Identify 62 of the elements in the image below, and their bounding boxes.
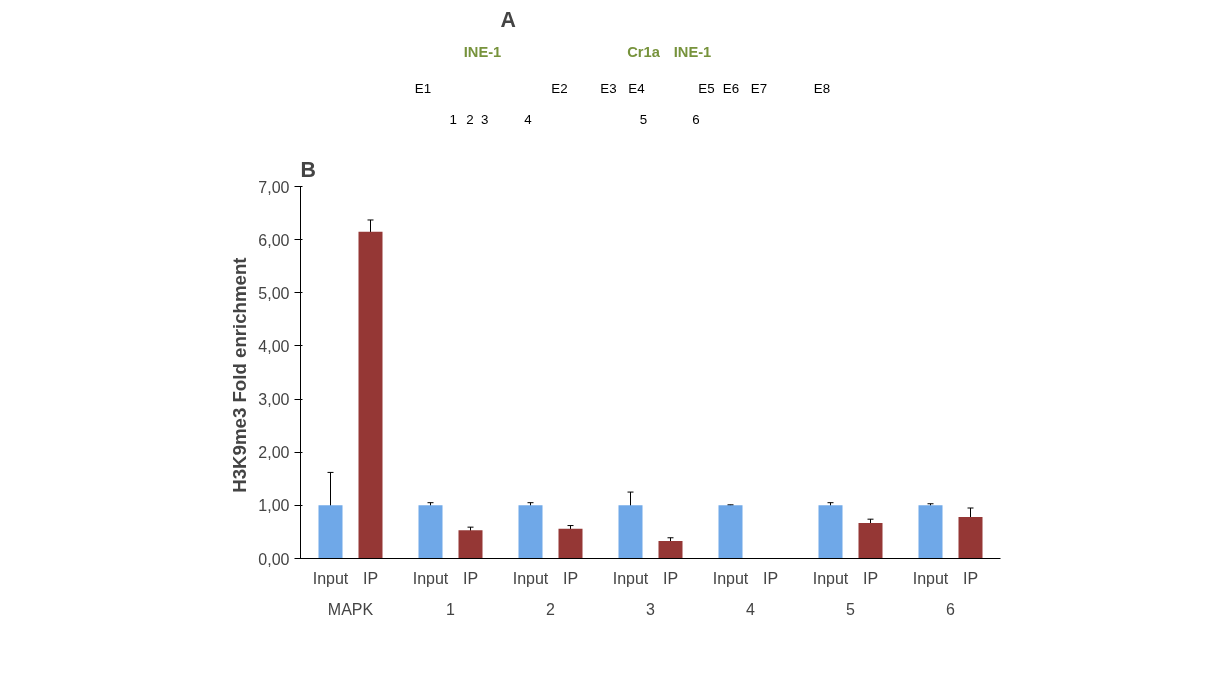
bar <box>418 505 443 559</box>
text: E4 <box>628 81 646 97</box>
text: E1 <box>414 81 432 97</box>
text: Cr1a <box>627 44 661 61</box>
bar <box>358 231 383 559</box>
text: INE-1 <box>463 44 502 61</box>
text: 1 <box>449 111 457 127</box>
y-tick-label: 5,00 <box>258 284 290 302</box>
bar <box>618 505 643 559</box>
text: 2 <box>466 111 474 127</box>
x-tick-label: MAPK <box>327 600 374 618</box>
bar <box>858 522 883 559</box>
bar <box>958 517 983 559</box>
text: 5 <box>639 111 648 127</box>
text: E8 <box>813 81 831 97</box>
y-tick-label: 2,00 <box>258 444 290 462</box>
text: Input <box>312 569 349 587</box>
x-tick-label: 2 <box>546 600 556 618</box>
text: E5 <box>698 81 715 97</box>
text: 6 <box>692 111 700 127</box>
text: Input <box>612 569 649 587</box>
bar <box>458 530 483 559</box>
text: IP <box>462 569 479 587</box>
text: E2 <box>551 81 568 97</box>
text: IP <box>762 569 779 587</box>
text: A <box>500 7 516 32</box>
text: E7 <box>750 81 768 97</box>
bar <box>718 505 743 559</box>
y-tick-label: 3,00 <box>258 391 290 409</box>
text: IP <box>862 569 879 587</box>
x-tick-label: 5 <box>846 600 856 618</box>
bar <box>658 540 683 559</box>
series-label: IP <box>362 569 379 587</box>
bar <box>318 505 343 559</box>
text: Input <box>812 569 849 587</box>
x-tick-label: 3 <box>646 600 656 618</box>
x-tick-label: 6 <box>946 600 956 618</box>
text: 4 <box>524 111 533 127</box>
y-tick-label: 1,00 <box>258 497 290 515</box>
x-tick-label: 4 <box>746 600 756 618</box>
y-axis-title: H3K9me3 Fold enrichment <box>229 257 251 493</box>
bar <box>818 505 843 559</box>
text: IP <box>662 569 679 587</box>
bar <box>918 505 943 559</box>
series-label: Input <box>512 569 549 587</box>
y-tick-label: 0,00 <box>258 550 290 568</box>
text: Input <box>712 569 749 587</box>
bar <box>518 505 543 559</box>
bar <box>558 528 583 559</box>
text: 3 <box>480 111 489 127</box>
text: INE-1 <box>673 44 712 61</box>
chart-title: B <box>300 157 316 182</box>
text: E6 <box>722 81 740 97</box>
text: E3 <box>600 81 617 97</box>
text: Input <box>412 569 449 587</box>
y-tick-label: 7,00 <box>258 178 290 196</box>
text: IP <box>562 569 579 587</box>
x-tick-label: 1 <box>446 600 456 618</box>
y-tick-label: 4,00 <box>258 337 290 355</box>
y-tick-label: 6,00 <box>258 231 290 249</box>
text: IP <box>962 569 979 587</box>
text: Input <box>912 569 949 587</box>
